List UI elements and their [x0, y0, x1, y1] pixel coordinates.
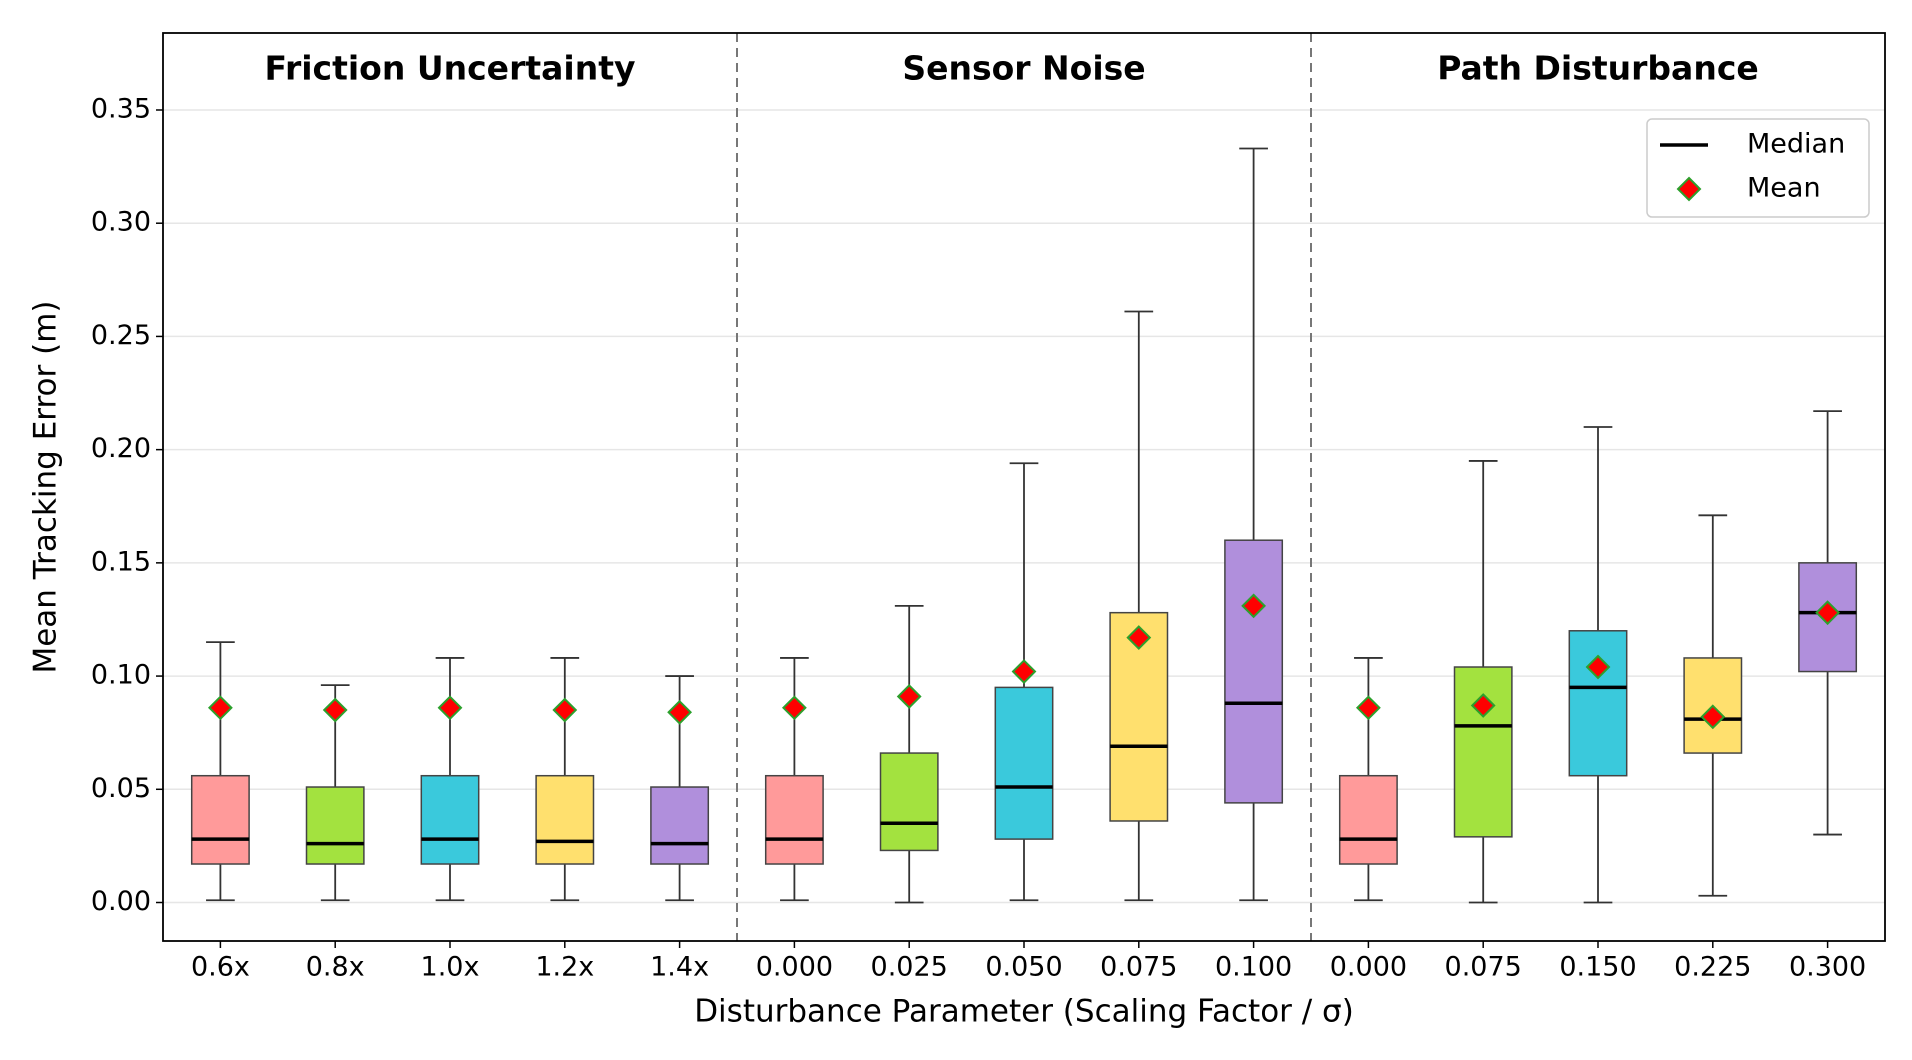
x-tick-label: 0.025 — [871, 952, 948, 983]
mean-marker — [1585, 654, 1611, 680]
mean-marker — [1126, 625, 1152, 650]
mean-marker — [437, 695, 463, 721]
box — [535, 774, 595, 865]
mean-marker — [552, 697, 578, 723]
group-title: Sensor Noise — [902, 49, 1145, 88]
y-axis-label: Mean Tracking Error (m) — [28, 300, 64, 673]
mean-marker — [1470, 693, 1496, 718]
legend-mean-swatch — [1676, 176, 1702, 202]
group-title: Path Disturbance — [1437, 49, 1759, 88]
mean-marker — [207, 695, 233, 721]
group-title: Friction Uncertainty — [265, 49, 636, 88]
box — [305, 786, 365, 865]
y-tick-label: 0.00 — [91, 886, 151, 917]
x-tick-label: 1.2x — [535, 952, 594, 983]
legend-label: Median — [1747, 129, 1845, 160]
plot-frame — [162, 32, 1886, 942]
y-tick-label: 0.30 — [91, 207, 151, 238]
box — [994, 686, 1054, 840]
y-tick-label: 0.10 — [91, 660, 151, 691]
x-tick-label: 0.150 — [1559, 952, 1636, 983]
box — [650, 786, 710, 865]
box — [1453, 666, 1513, 838]
mean-marker — [1355, 695, 1381, 721]
box — [1224, 539, 1284, 804]
y-tick-label: 0.15 — [91, 546, 151, 577]
x-axis-label: Disturbance Parameter (Scaling Factor / … — [694, 994, 1354, 1030]
x-tick-label: 0.000 — [756, 952, 833, 983]
mean-marker — [1011, 659, 1037, 684]
y-tick-label: 0.20 — [91, 433, 151, 464]
box — [879, 752, 939, 852]
x-tick-label: 1.0x — [421, 952, 480, 983]
box — [1568, 630, 1628, 777]
y-tick-label: 0.25 — [91, 320, 151, 351]
x-tick-label: 0.075 — [1445, 952, 1522, 983]
mean-marker — [896, 684, 922, 709]
mean-marker — [1241, 593, 1267, 619]
legend-label: Mean — [1747, 173, 1821, 204]
x-tick-label: 0.100 — [1215, 952, 1292, 983]
y-tick-label: 0.05 — [91, 773, 151, 804]
x-tick-label: 0.000 — [1330, 952, 1407, 983]
box — [190, 774, 250, 865]
box — [420, 774, 480, 865]
y-tick-label: 0.35 — [91, 93, 151, 124]
x-tick-label: 1.4x — [650, 952, 709, 983]
mean-marker — [322, 697, 348, 723]
x-tick-label: 0.6x — [191, 952, 250, 983]
x-tick-label: 0.050 — [985, 952, 1062, 983]
box — [764, 774, 824, 865]
mean-marker — [781, 695, 807, 721]
mean-marker — [1700, 704, 1726, 730]
mean-marker — [1815, 600, 1841, 626]
box — [1338, 774, 1398, 865]
mean-marker — [667, 699, 693, 725]
x-tick-label: 0.8x — [306, 952, 365, 983]
x-tick-label: 0.075 — [1100, 952, 1177, 983]
x-tick-label: 0.300 — [1789, 952, 1866, 983]
x-tick-label: 0.225 — [1674, 952, 1751, 983]
